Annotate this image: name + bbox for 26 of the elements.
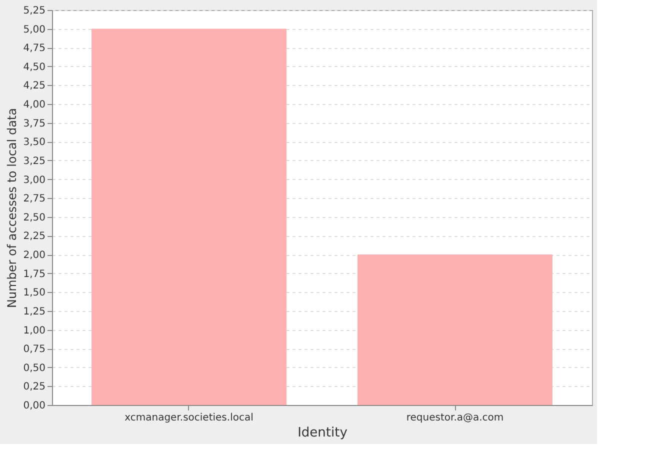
y-axis-title: Number of accesses to local data [5, 108, 20, 308]
y-tick-label: 3,25 [23, 156, 46, 167]
y-tick-label: 4,75 [23, 43, 46, 54]
y-tick-label: 0,00 [23, 400, 46, 412]
x-axis-title: Identity [298, 426, 348, 440]
y-tick-label: 4,25 [23, 80, 46, 92]
y-tick-label: 1,75 [23, 268, 46, 280]
x-tick-label: xcmanager.societies.local [124, 412, 254, 424]
y-tick-label: 3,75 [23, 118, 46, 130]
y-tick-label: 4,00 [23, 100, 46, 111]
y-tick-label: 1,25 [23, 306, 46, 318]
y-tick-label: 0,25 [23, 382, 46, 393]
y-tick-label: 1,00 [23, 325, 46, 336]
y-tick-label: 5,25 [23, 6, 46, 16]
y-tick-label: 3,00 [23, 174, 46, 186]
y-tick-label: 2,00 [23, 250, 46, 262]
y-tick-label: 2,75 [23, 194, 46, 205]
y-tick-label: 4,50 [23, 62, 46, 73]
y-tick-label: 1,50 [23, 288, 46, 299]
y-tick-label: 2,50 [23, 212, 46, 224]
x-tick-label: requestor.a@a.com [406, 412, 504, 424]
y-tick-label: 2,25 [23, 231, 46, 242]
y-tick-label: 0,50 [23, 362, 46, 374]
y-tick-label: 0,75 [23, 344, 46, 356]
y-tick-label: 3,50 [23, 137, 46, 148]
y-tick-label: 5,00 [23, 24, 46, 36]
